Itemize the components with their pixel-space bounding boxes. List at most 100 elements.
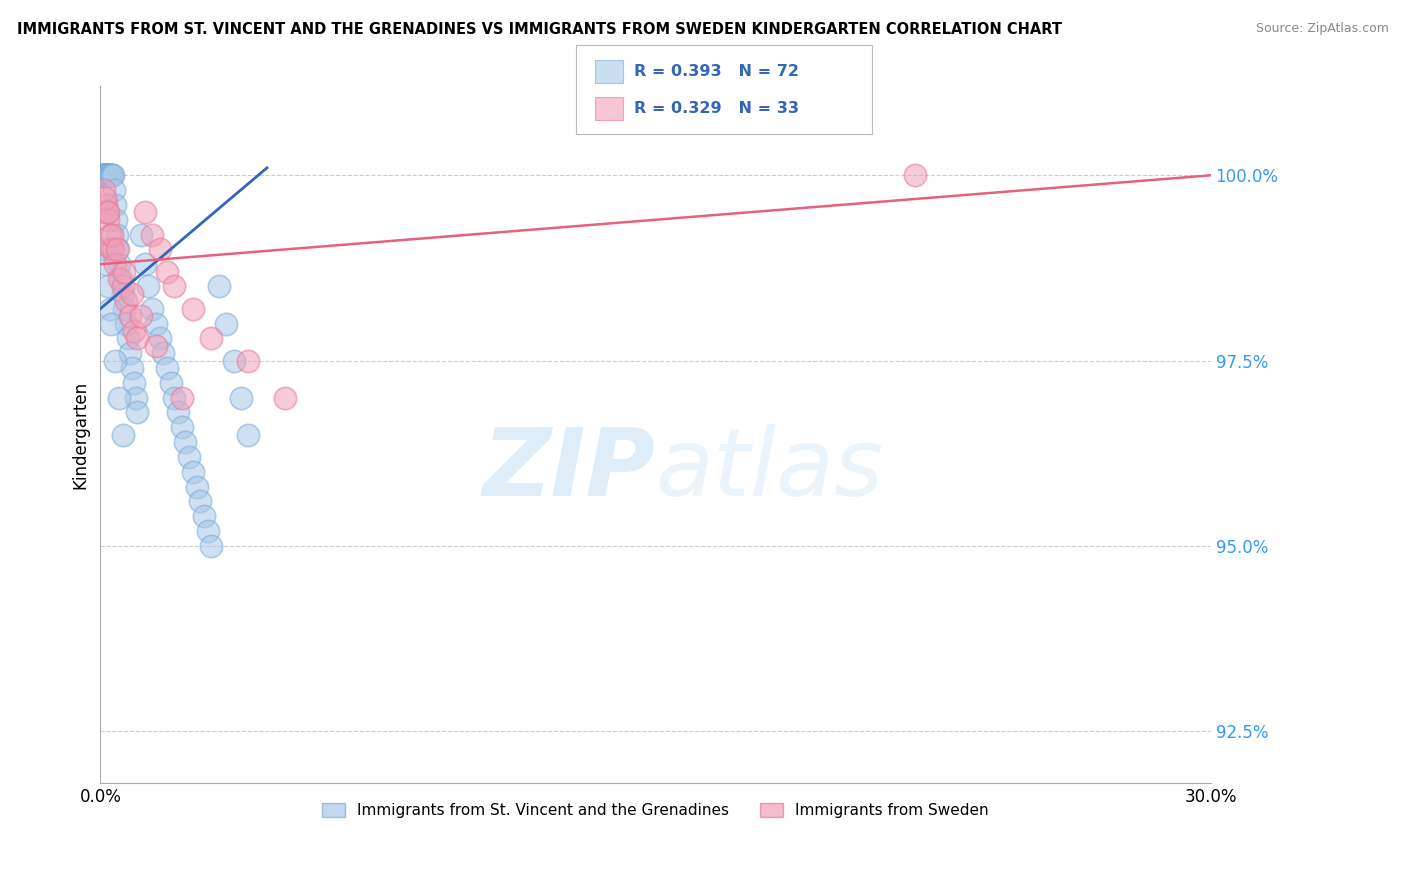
Point [97, 279, 120, 293]
Point [111, 286, 134, 301]
Point [96, 205, 118, 219]
Text: IMMIGRANTS FROM ST. VINCENT AND THE GRENADINES VS IMMIGRANTS FROM SWEDEN KINDERG: IMMIGRANTS FROM ST. VINCENT AND THE GREN… [17, 22, 1062, 37]
Point [145, 317, 167, 331]
Point [103, 169, 125, 183]
Point [118, 346, 141, 360]
Point [134, 205, 156, 219]
Point [91, 169, 114, 183]
Point [94, 169, 117, 183]
Point [170, 420, 193, 434]
Point [141, 301, 163, 316]
Text: ZIP: ZIP [482, 424, 655, 516]
Point [100, 243, 122, 257]
Point [274, 391, 297, 405]
Point [148, 243, 170, 257]
Point [156, 265, 179, 279]
Point [101, 227, 124, 242]
Point [163, 279, 186, 293]
Point [98, 169, 121, 183]
Point [122, 324, 145, 338]
Point [215, 317, 238, 331]
Point [121, 286, 143, 301]
Point [200, 331, 222, 345]
Point [93, 169, 115, 183]
Point [96, 169, 118, 183]
Text: R = 0.393   N = 72: R = 0.393 N = 72 [634, 64, 799, 78]
Point [134, 257, 156, 271]
Point [138, 279, 160, 293]
Point [93, 243, 115, 257]
Point [127, 405, 149, 419]
Point [163, 391, 186, 405]
Point [97, 205, 120, 219]
Point [100, 169, 122, 183]
Point [103, 243, 125, 257]
Point [129, 309, 152, 323]
Point [115, 317, 138, 331]
Point [208, 279, 231, 293]
Point [97, 212, 120, 227]
Point [174, 435, 197, 450]
Point [97, 169, 120, 183]
Point [96, 169, 118, 183]
Point [107, 243, 129, 257]
Point [98, 227, 121, 242]
Point [94, 257, 117, 271]
Point [97, 169, 120, 183]
Point [100, 169, 122, 183]
Point [200, 539, 222, 553]
Point [129, 227, 152, 242]
Point [101, 169, 124, 183]
Point [124, 391, 146, 405]
Point [115, 294, 138, 309]
Text: Source: ZipAtlas.com: Source: ZipAtlas.com [1256, 22, 1389, 36]
Point [238, 353, 260, 368]
Point [104, 198, 127, 212]
Point [112, 265, 135, 279]
Point [145, 339, 167, 353]
Point [108, 391, 131, 405]
Point [170, 391, 193, 405]
Point [148, 331, 170, 345]
Point [229, 391, 252, 405]
Point [179, 450, 201, 464]
Point [96, 169, 118, 183]
Point [100, 317, 122, 331]
Point [110, 272, 132, 286]
Point [103, 183, 125, 197]
Point [188, 494, 211, 508]
Point [111, 427, 134, 442]
Point [112, 301, 135, 316]
Point [152, 346, 174, 360]
Point [104, 212, 127, 227]
Legend: Immigrants from St. Vincent and the Grenadines, Immigrants from Sweden: Immigrants from St. Vincent and the Gren… [316, 797, 995, 824]
Point [141, 227, 163, 242]
Point [186, 479, 208, 493]
Point [108, 257, 131, 271]
Y-axis label: Kindergarten: Kindergarten [72, 381, 89, 489]
Point [111, 279, 134, 293]
Point [96, 169, 118, 183]
Point [121, 361, 143, 376]
Point [105, 227, 128, 242]
Point [91, 169, 114, 183]
Point [91, 205, 114, 219]
Point [167, 405, 190, 419]
Point [93, 169, 115, 183]
Point [117, 331, 139, 345]
Point [127, 331, 149, 345]
Point [94, 190, 117, 204]
Point [105, 243, 128, 257]
Point [118, 309, 141, 323]
Text: atlas: atlas [655, 424, 884, 515]
Point [94, 169, 117, 183]
Point [222, 353, 245, 368]
Point [93, 183, 115, 197]
Text: R = 0.329   N = 33: R = 0.329 N = 33 [634, 102, 799, 116]
Point [156, 361, 179, 376]
Point [903, 169, 925, 183]
Point [104, 257, 127, 271]
Point [238, 427, 260, 442]
Point [98, 301, 121, 316]
Point [98, 169, 121, 183]
